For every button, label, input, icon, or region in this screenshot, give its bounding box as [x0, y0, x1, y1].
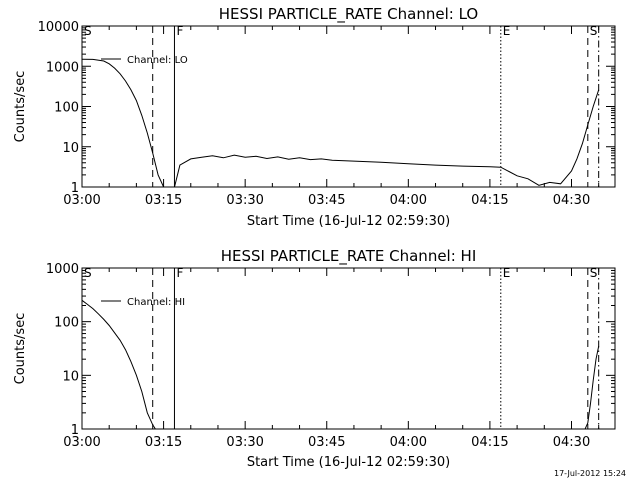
- x-tick-label: 03:45: [308, 193, 345, 208]
- event-marker-label: S: [590, 266, 598, 280]
- data-series-line: [81, 299, 600, 430]
- event-marker-label: E: [503, 24, 511, 38]
- x-tick-label: 04:30: [553, 193, 590, 208]
- y-tick-label: 1000: [46, 262, 79, 277]
- x-tick-label: 03:30: [226, 193, 263, 208]
- chart-title: HESSI PARTICLE_RATE Channel: HI: [221, 247, 477, 266]
- plot-frame: [81, 267, 616, 430]
- x-axis-label: Start Time (16-Jul-12 02:59:30): [247, 455, 450, 470]
- x-tick-label: 04:30: [553, 435, 590, 450]
- y-tick-label: 10: [62, 369, 79, 384]
- event-marker-label: F: [176, 24, 183, 38]
- y-tick-label: 1: [71, 423, 79, 438]
- x-tick-label: 03:00: [63, 193, 100, 208]
- x-tick-label: 03:00: [63, 435, 100, 450]
- y-tick-label: 1000: [46, 60, 79, 75]
- plot-timestamp: 17-Jul-2012 15:24: [553, 469, 626, 478]
- x-tick-label: 04:15: [471, 435, 508, 450]
- event-marker-label: S: [84, 24, 92, 38]
- data-series-line: [81, 58, 600, 188]
- x-axis-label: Start Time (16-Jul-12 02:59:30): [247, 214, 450, 229]
- x-tick-label: 03:15: [145, 435, 182, 450]
- y-axis-label: Counts/sec: [13, 71, 28, 143]
- event-marker-label: S: [590, 24, 598, 38]
- x-tick-label: 04:00: [390, 435, 427, 450]
- x-tick-label: 03:15: [145, 193, 182, 208]
- legend-label: Channel: LO: [127, 55, 188, 66]
- event-marker-label: E: [503, 266, 511, 280]
- y-tick-label: 100: [54, 101, 79, 116]
- y-axis-label: Counts/sec: [13, 313, 28, 385]
- x-tick-label: 04:15: [471, 193, 508, 208]
- x-tick-label: 03:45: [308, 435, 345, 450]
- chart-title: HESSI PARTICLE_RATE Channel: LO: [219, 5, 478, 24]
- x-tick-label: 03:30: [226, 435, 263, 450]
- y-tick-label: 10: [62, 141, 79, 156]
- y-tick-label: 10000: [38, 20, 79, 35]
- y-tick-label: 1: [71, 181, 79, 196]
- x-tick-label: 04:00: [390, 193, 427, 208]
- event-marker-label: F: [176, 266, 183, 280]
- y-tick-label: 100: [54, 316, 79, 331]
- plot-frame: [81, 25, 616, 188]
- legend-label: Channel: HI: [127, 297, 185, 308]
- event-marker-label: S: [84, 266, 92, 280]
